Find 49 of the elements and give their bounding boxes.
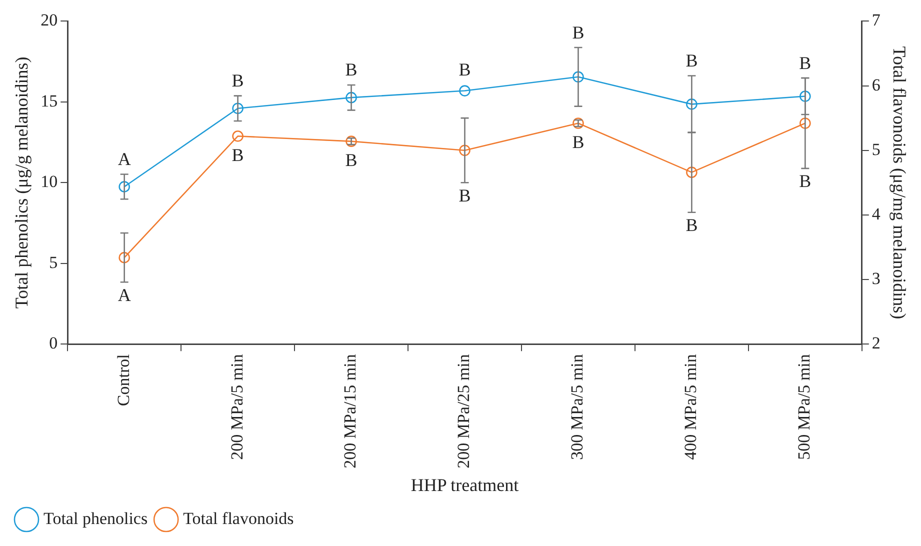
legend-label: Total phenolics: [44, 508, 148, 528]
y-axis-title: Total phenolics (μg/g melanoidins): [12, 56, 32, 309]
y2-tick-label: 3: [872, 269, 880, 288]
y-tick-label: 20: [40, 10, 58, 30]
x-tick-label: Control: [114, 354, 133, 406]
x-axis-title: HHP treatment: [410, 474, 519, 495]
point: [459, 144, 470, 156]
annotation: B: [345, 60, 358, 80]
annotation: B: [572, 22, 584, 42]
y2-tick-label: 6: [872, 75, 880, 94]
x-tick-label: 400 MPa/5 min: [681, 354, 700, 460]
annotation: B: [686, 50, 698, 71]
point: [118, 181, 130, 192]
y-tick-label: 15: [40, 91, 58, 110]
y2-tick-label: 4: [872, 204, 881, 224]
annotation: B: [232, 144, 244, 165]
y-tick-label: 0: [49, 334, 58, 353]
x-tick-label: 500 MPa/5 min: [794, 354, 814, 460]
y2-tick-label: 2: [872, 334, 880, 353]
point: [686, 166, 698, 178]
y2-tick-label: 5: [872, 140, 880, 159]
x-tick-label: 200 MPa/15 min: [340, 354, 360, 468]
y-tick-label: 5: [49, 252, 58, 272]
y2-axis-title: Total flavonoids (μg/mg melanoidins): [889, 46, 910, 320]
x-tick-label: 300 MPa/5 min: [568, 354, 587, 460]
annotation: B: [232, 70, 244, 91]
x-tick-label: 200 MPa/5 min: [227, 354, 246, 460]
y2-tick-label: 7: [872, 10, 881, 30]
point: [232, 102, 244, 114]
point: [686, 98, 698, 110]
annotation: B: [686, 215, 698, 236]
point: [346, 92, 357, 104]
annotation: B: [572, 132, 584, 152]
point: [118, 252, 130, 264]
annotation: B: [799, 171, 812, 192]
annotation: A: [118, 148, 131, 169]
point: [459, 85, 470, 96]
point: [572, 71, 584, 83]
annotation: B: [458, 185, 471, 206]
annotation: A: [118, 284, 131, 305]
annotation: B: [345, 150, 358, 170]
y-tick-label: 10: [40, 172, 58, 192]
point: [232, 130, 244, 142]
legend-label: Total flavonoids: [183, 508, 294, 528]
point: [800, 118, 811, 129]
annotation: B: [799, 52, 812, 73]
annotation: B: [458, 60, 471, 80]
point: [800, 90, 811, 102]
x-tick-label: 200 MPa/25 min: [454, 354, 474, 468]
